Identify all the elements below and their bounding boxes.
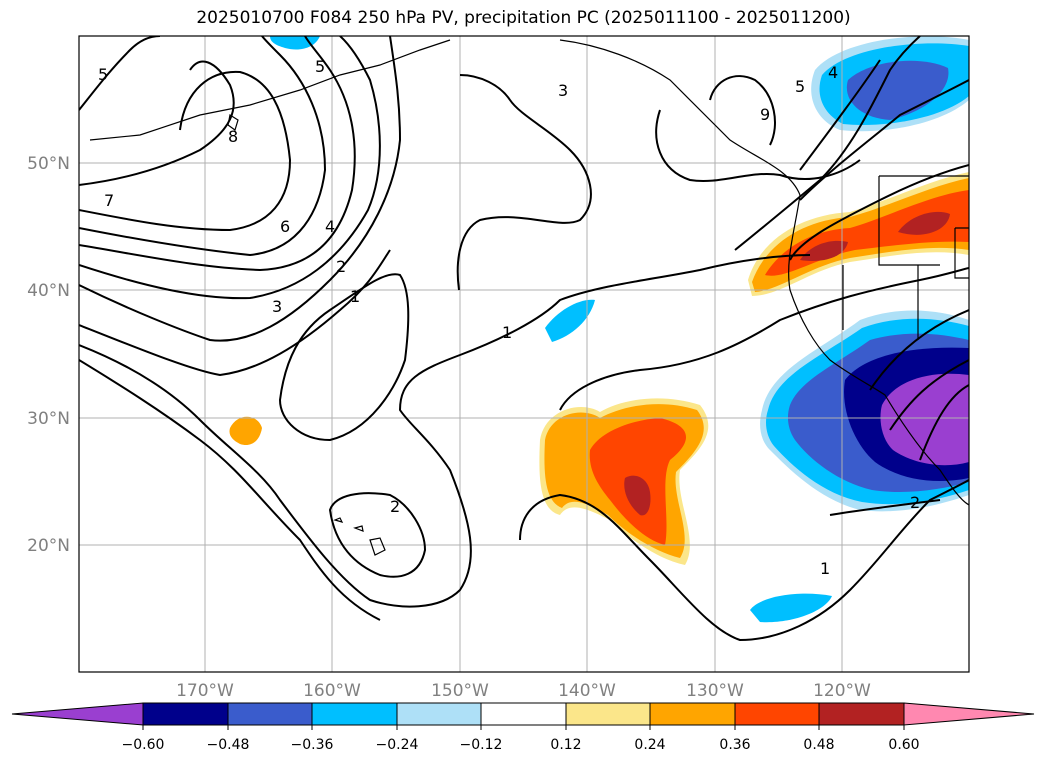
- contour-label: 1: [820, 559, 830, 578]
- colorbar-tick-label: −0.24: [376, 737, 419, 753]
- longitude-labels: 170°W 160°W 150°W 140°W 130°W 120°W: [176, 681, 871, 701]
- colorbar-bin: [565, 702, 651, 726]
- colorbar-bin: [480, 702, 567, 726]
- colorbar-bin: [396, 702, 482, 726]
- colorbar-bin: [142, 702, 229, 726]
- colorbar-tick-label: 0.24: [634, 737, 665, 753]
- colorbar-bin: [227, 702, 313, 726]
- contour-label: 6: [280, 217, 290, 236]
- colorbar-bin: [734, 702, 820, 726]
- colorbar-tick-label: −0.60: [122, 737, 165, 753]
- contour-label: 8: [228, 127, 238, 146]
- lon-label-170w: 170°W: [176, 681, 234, 701]
- precip-orange-small-west: [229, 416, 262, 446]
- contour-label: 5: [795, 77, 805, 96]
- colorbar-tick-label: −0.12: [460, 737, 503, 753]
- contour-label: 5: [315, 57, 325, 76]
- precip-orange-pnw-b9a: [800, 240, 848, 262]
- contour-label: 2: [336, 257, 346, 276]
- contour-label: 9: [760, 105, 770, 124]
- precip-blue-small-south: [750, 593, 832, 623]
- contour-label: 1: [350, 287, 360, 306]
- lon-label-130w: 130°W: [686, 681, 744, 701]
- lon-label-140w: 140°W: [558, 681, 616, 701]
- precip-orange-central-b9: [624, 475, 651, 516]
- map-panel: 5 5 3 4 9 8 7 6 4 2 3 1 1 2 2 1 5: [79, 36, 969, 672]
- colorbar-over-triangle: [903, 702, 1035, 726]
- colorbar-bin: [311, 702, 398, 726]
- contour-label: 4: [325, 217, 335, 236]
- precip-blue-small-north: [545, 299, 595, 342]
- colorbar-tick-label: 0.12: [550, 737, 581, 753]
- colorbar-under-triangle: [11, 702, 144, 726]
- contour-label: 5: [98, 65, 108, 84]
- colorbar-tick-label: −0.36: [291, 737, 334, 753]
- precip-blue-southwest-under: [880, 373, 969, 466]
- contour-label: 3: [558, 81, 568, 100]
- lat-label-20n: 20°N: [27, 536, 70, 556]
- colorbar-tick-labels: −0.60 −0.48 −0.36 −0.24 −0.12 0.12 0.24 …: [122, 737, 920, 753]
- lat-label-50n: 50°N: [27, 154, 70, 174]
- contour-label: 7: [104, 191, 114, 210]
- precip-shading: [229, 36, 969, 623]
- latitude-labels: 50°N 40°N 30°N 20°N: [27, 154, 70, 556]
- lat-label-30n: 30°N: [27, 409, 70, 429]
- lon-label-160w: 160°W: [303, 681, 361, 701]
- lon-label-120w: 120°W: [813, 681, 871, 701]
- colorbar-tick-label: 0.36: [719, 737, 750, 753]
- lat-label-40n: 40°N: [27, 281, 70, 301]
- map-frame: [78, 35, 970, 673]
- contour-label: 2: [390, 497, 400, 516]
- coastlines: [89, 39, 969, 556]
- contour-label: 4: [828, 63, 838, 82]
- contour-label: 2: [910, 493, 920, 512]
- colorbar-bin: [818, 702, 905, 726]
- pv-contours: [79, 36, 969, 642]
- graticule: [79, 36, 969, 672]
- map-title: 2025010700 F084 250 hPa PV, precipitatio…: [196, 8, 851, 28]
- colorbar-tick-label: 0.48: [803, 737, 834, 753]
- pv-contour-labels: 5 5 3 4 9 8 7 6 4 2 3 1 1 2 2 1 5: [98, 57, 920, 578]
- lon-label-150w: 150°W: [431, 681, 489, 701]
- colorbar: [11, 702, 1035, 726]
- precip-orange-pnw-b9b: [898, 211, 950, 235]
- contour-label: 1: [502, 323, 512, 342]
- colorbar-tick-label: 0.60: [888, 737, 919, 753]
- colorbar-tick-label: −0.48: [207, 737, 250, 753]
- colorbar-bin: [649, 702, 736, 726]
- contour-label: 3: [272, 297, 282, 316]
- colorbar-ticks: [142, 725, 905, 730]
